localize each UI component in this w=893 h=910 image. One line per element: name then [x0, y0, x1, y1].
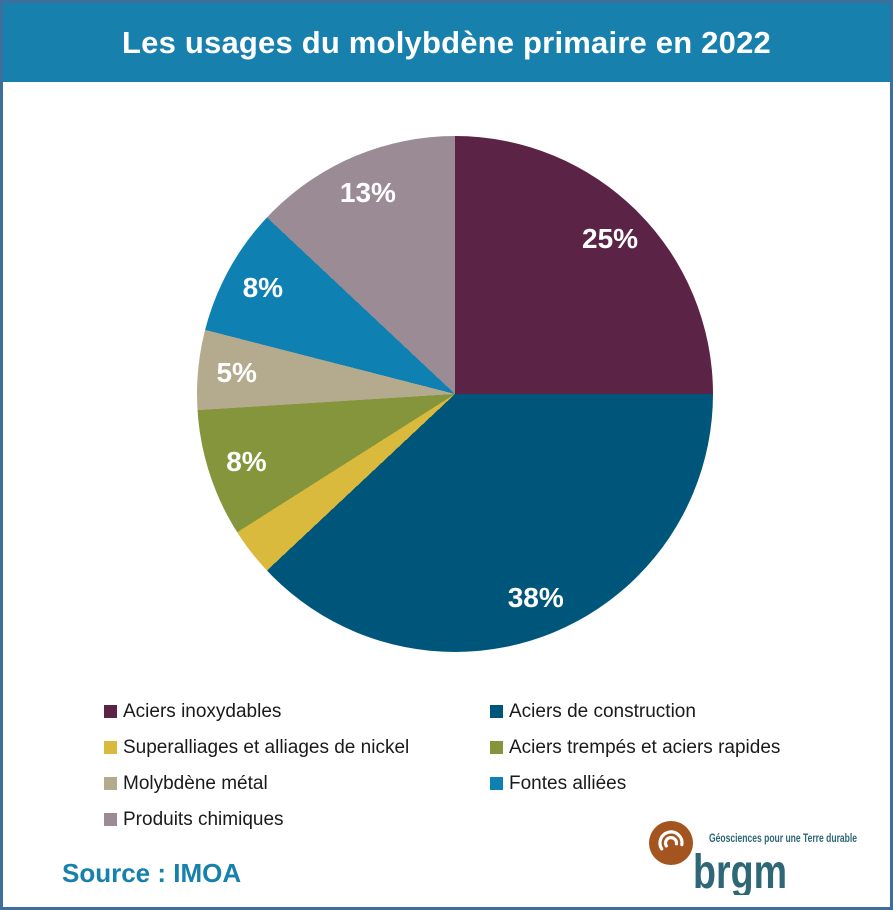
- legend-swatch: [104, 777, 117, 790]
- legend-label: Aciers de construction: [509, 700, 696, 722]
- legend-label: Aciers inoxydables: [123, 700, 282, 722]
- pie-slice-label: 8%: [226, 445, 267, 477]
- pie-slice-label: 8%: [242, 272, 284, 304]
- source-text: Source : IMOA: [62, 858, 242, 888]
- legend-swatch: [490, 741, 503, 754]
- pie-slice-label: 38%: [507, 581, 564, 613]
- legend-swatch: [490, 705, 503, 718]
- legend-item: Aciers inoxydables: [104, 700, 409, 723]
- brgm-logo: Géosciences pour une Terre durable brgm: [649, 821, 857, 895]
- page-title: Les usages du molybdène primaire en 2022: [122, 24, 771, 60]
- legend-label: Fontes alliées: [509, 772, 627, 794]
- legend-item: Molybdène métal: [104, 772, 409, 795]
- brgm-wordmark: brgm: [693, 846, 787, 895]
- legend-swatch: [104, 741, 117, 754]
- legend-label: Superalliages et alliages de nickel: [123, 736, 410, 758]
- legend-swatch: [104, 705, 117, 718]
- legend-item: Produits chimiques: [104, 808, 409, 831]
- pie-slice-label: 5%: [216, 357, 257, 389]
- pie: 25% 38% 8% 5% 8% 13%: [197, 136, 713, 652]
- legend-item: Fontes alliées: [490, 772, 780, 795]
- legend-item: Aciers de construction: [490, 700, 780, 723]
- legend-col-right: Aciers de construction Aciers trempés et …: [490, 700, 780, 808]
- legend-item: Aciers trempés et aciers rapides: [490, 736, 780, 759]
- title-bar: Les usages du molybdène primaire en 2022: [3, 3, 890, 82]
- pie-slice-label: 25%: [582, 222, 639, 254]
- legend-label: Produits chimiques: [123, 808, 284, 830]
- legend-swatch: [490, 777, 503, 790]
- legend-label: Molybdène métal: [123, 772, 268, 794]
- pie-slice-label: 13%: [339, 176, 396, 208]
- legend-label: Aciers trempés et aciers rapides: [509, 736, 781, 758]
- legend-col-left: Aciers inoxydables Superalliages et allia…: [104, 700, 409, 844]
- legend-swatch: [104, 813, 117, 826]
- legend-item: Superalliages et alliages de nickel: [104, 736, 409, 759]
- brgm-tagline: Géosciences pour une Terre durable: [709, 833, 857, 845]
- brgm-logo-icon: [649, 821, 693, 865]
